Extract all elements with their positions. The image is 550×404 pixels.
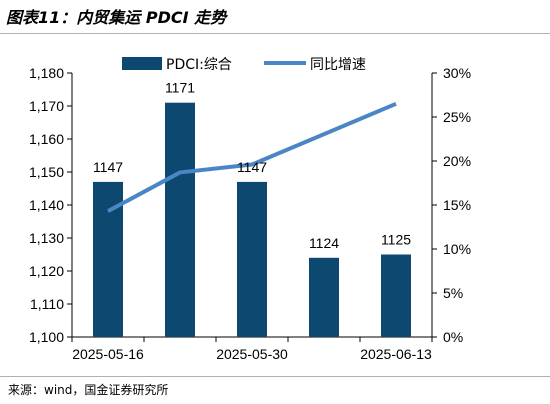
left-tick-label: 1,110 [30, 296, 64, 312]
bar-series [93, 102, 411, 337]
bar-data-label: 1171 [165, 80, 195, 96]
source-note: 来源：wind，国金证券研究所 [8, 383, 169, 397]
left-tick-label: 1,170 [29, 98, 64, 114]
bar-data-label: 1147 [93, 159, 123, 175]
x-tick-label: 2025-06-13 [360, 346, 432, 362]
bar [165, 102, 195, 337]
bar-data-label: 1147 [237, 159, 267, 175]
left-tick-label: 1,140 [29, 197, 64, 213]
x-axis: 2025-05-16 2025-05-30 2025-06-13 [71, 336, 433, 362]
legend: PDCI:综合 同比增速 [122, 57, 366, 73]
bar-data-label: 1124 [309, 235, 339, 251]
left-tick-label: 1,130 [29, 230, 64, 246]
bar [309, 257, 339, 337]
bar [381, 254, 411, 337]
right-tick-label: 10% [443, 241, 471, 257]
chart-title: 图表11：内贸集运 PDCI 走势 [6, 8, 227, 27]
line-series [107, 101, 397, 213]
chart-area: PDCI:综合 同比增速 1,1001,1101,1201,1301,1401,1… [29, 57, 471, 362]
right-tick-label: 25% [443, 109, 471, 125]
left-tick-label: 1,100 [29, 329, 64, 345]
data-labels: 1147 1171 1147 1124 1125 [93, 80, 411, 251]
bar-data-label: 1125 [381, 232, 411, 248]
x-tick-label: 2025-05-30 [216, 346, 288, 362]
right-tick-label: 30% [443, 65, 471, 81]
x-tick-label: 2025-05-16 [72, 346, 144, 362]
left-tick-label: 1,120 [29, 263, 64, 279]
left-tick-label: 1,160 [29, 131, 64, 147]
left-axis: 1,100 1,110 1,120 1,130 1,140 1,150 1,160 1,170… [29, 65, 73, 345]
left-tick-label: 1,150 [29, 164, 64, 180]
legend-bar-label: PDCI:综合 [166, 57, 232, 73]
legend-line-label: 同比增速 [310, 57, 366, 73]
footer-divider [0, 376, 550, 377]
right-tick-label: 20% [443, 153, 471, 169]
right-tick-label: 5% [443, 285, 463, 301]
yoy-growth-line [107, 101, 397, 213]
left-tick-label: 1,180 [29, 65, 64, 81]
bar [237, 181, 267, 337]
title-divider [0, 33, 550, 34]
right-axis: 0% 5% 10% 15% 20% 25% 30% [431, 65, 471, 345]
right-tick-label: 0% [443, 329, 463, 345]
right-tick-label: 15% [443, 197, 471, 213]
legend-bar-swatch [122, 57, 162, 70]
